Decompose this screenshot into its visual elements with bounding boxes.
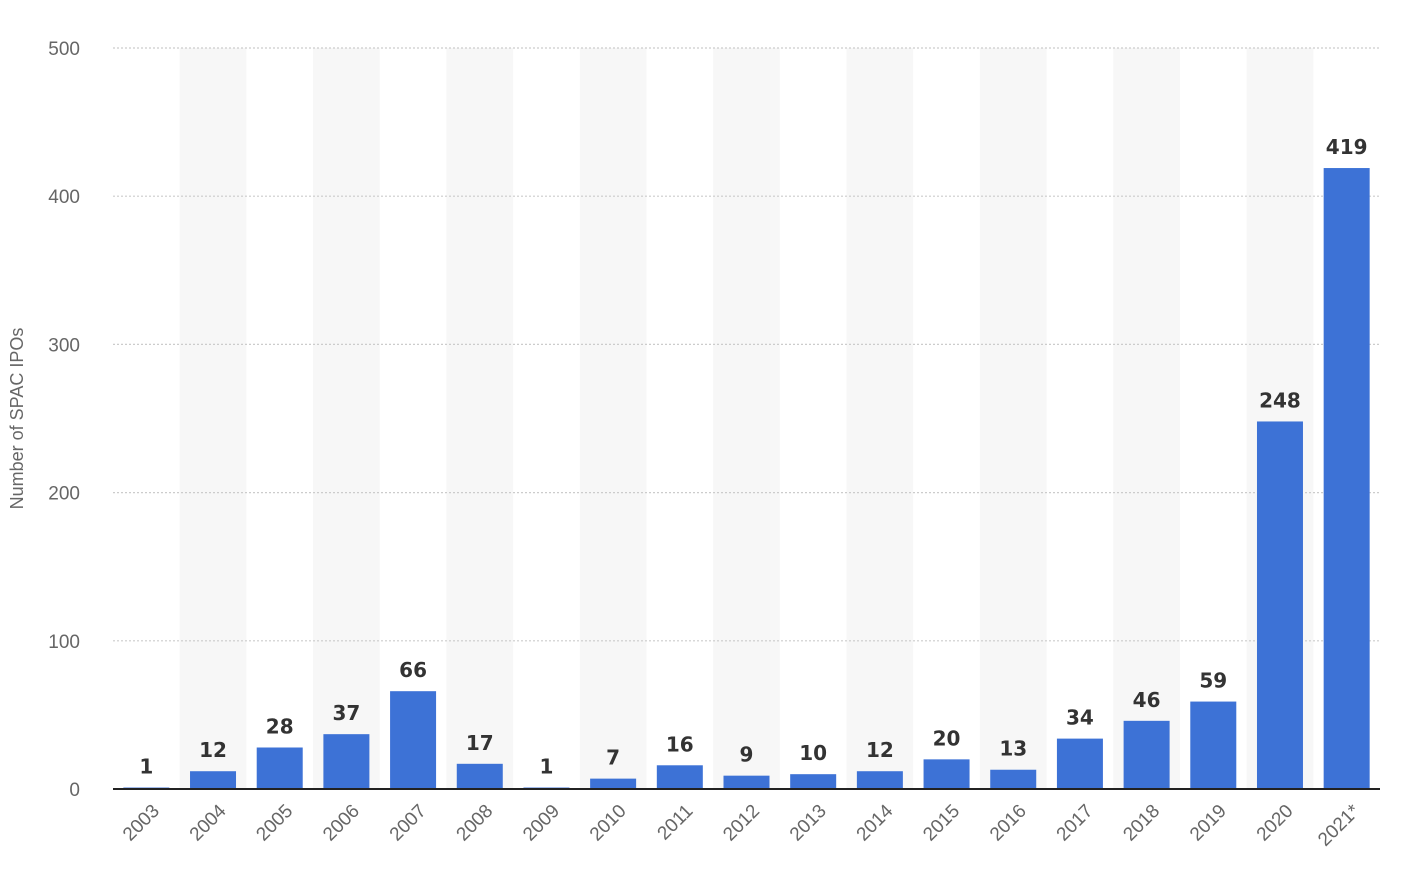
- y-tick-label: 0: [69, 780, 80, 801]
- bar: [190, 771, 237, 789]
- bar: [1256, 421, 1303, 789]
- bar: [1323, 168, 1370, 790]
- data-label: 28: [266, 715, 294, 739]
- x-tick-label: 2008: [453, 801, 498, 846]
- x-tick-label: 2010: [586, 801, 631, 846]
- bar: [323, 734, 370, 789]
- bar: [856, 771, 903, 789]
- x-tick-label: 2009: [519, 801, 564, 846]
- data-label: 66: [399, 658, 427, 682]
- bars: [123, 168, 1370, 790]
- x-tick-label: 2012: [719, 801, 764, 846]
- bar: [590, 778, 637, 789]
- data-label: 17: [466, 731, 494, 755]
- x-tick-label: 2004: [186, 800, 231, 845]
- data-label: 10: [799, 741, 827, 765]
- x-tick-label: 2006: [319, 801, 364, 846]
- data-label: 7: [606, 746, 620, 770]
- data-label: 248: [1259, 388, 1301, 412]
- y-axis-label: Number of SPAC IPOs: [7, 328, 27, 510]
- data-label: 1: [139, 755, 153, 779]
- column-band: [979, 48, 1047, 789]
- y-tick-label: 100: [48, 632, 80, 653]
- x-tick-label: 2021*: [1314, 800, 1364, 850]
- bar: [256, 747, 303, 789]
- x-axis-ticks: 2003 2004 2005 2006 2007 2008 2009 2010 2011 2012…: [119, 800, 1364, 850]
- column-band: [713, 48, 780, 789]
- bar: [656, 765, 703, 789]
- data-label: 12: [199, 738, 227, 762]
- bar: [923, 759, 970, 789]
- data-label: 13: [999, 737, 1027, 761]
- x-tick-label: 2018: [1119, 801, 1164, 846]
- data-label: 1: [539, 755, 553, 779]
- data-label: 46: [1133, 688, 1161, 712]
- data-label: 419: [1326, 135, 1368, 159]
- x-tick-label: 2019: [1186, 801, 1231, 846]
- bar: [1123, 720, 1170, 789]
- data-label: 12: [866, 738, 894, 762]
- column-band: [179, 48, 247, 789]
- y-tick-label: 300: [48, 335, 80, 356]
- x-tick-label: 2014: [853, 800, 898, 845]
- x-tick-label: 2013: [786, 801, 831, 846]
- bar: [456, 763, 503, 789]
- y-tick-label: 400: [48, 187, 80, 208]
- y-tick-label: 200: [48, 484, 80, 505]
- column-band: [1113, 48, 1180, 789]
- x-tick-label: 2005: [252, 801, 297, 846]
- column-band: [579, 48, 647, 789]
- x-tick-label: 2017: [1053, 801, 1098, 846]
- bar: [1056, 738, 1103, 789]
- data-label: 9: [740, 743, 754, 767]
- x-tick-label: 2016: [986, 801, 1031, 846]
- bar: [790, 774, 837, 789]
- x-tick-label: 2011: [654, 801, 698, 845]
- data-label: 16: [666, 732, 694, 756]
- bar: [1190, 701, 1237, 789]
- bar: [390, 691, 437, 789]
- x-tick-label: 2007: [386, 801, 431, 846]
- bar: [723, 775, 770, 789]
- y-axis-ticks: 0 100 200 300 400 500: [48, 39, 80, 801]
- data-label: 20: [933, 726, 961, 750]
- data-label: 37: [332, 701, 360, 725]
- gridlines: [113, 47, 1380, 642]
- data-label: 34: [1066, 706, 1094, 730]
- column-band: [846, 48, 914, 789]
- x-tick-label: 2020: [1253, 801, 1298, 846]
- x-tick-label: 2003: [119, 801, 164, 846]
- column-bands: [179, 48, 1314, 789]
- column-band: [446, 48, 514, 789]
- y-tick-label: 500: [48, 39, 80, 60]
- data-label: 59: [1199, 669, 1227, 693]
- column-band: [313, 48, 380, 789]
- bar: [990, 769, 1037, 789]
- x-tick-label: 2015: [919, 801, 964, 846]
